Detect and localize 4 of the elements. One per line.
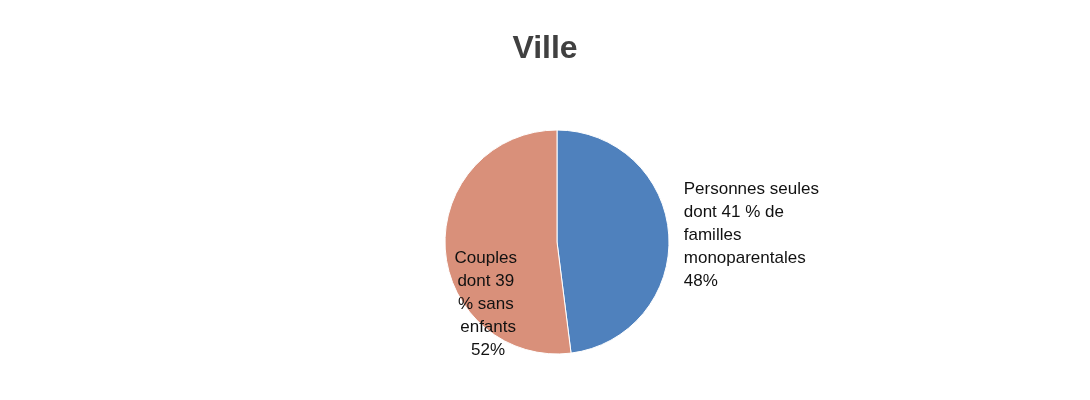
data-label: 52% [471,340,506,360]
slice-label: Personnes seules dont 41 % de familles monoparentales [683,178,824,267]
chart-title: Ville [512,29,578,65]
data-label: 48% [683,270,718,290]
